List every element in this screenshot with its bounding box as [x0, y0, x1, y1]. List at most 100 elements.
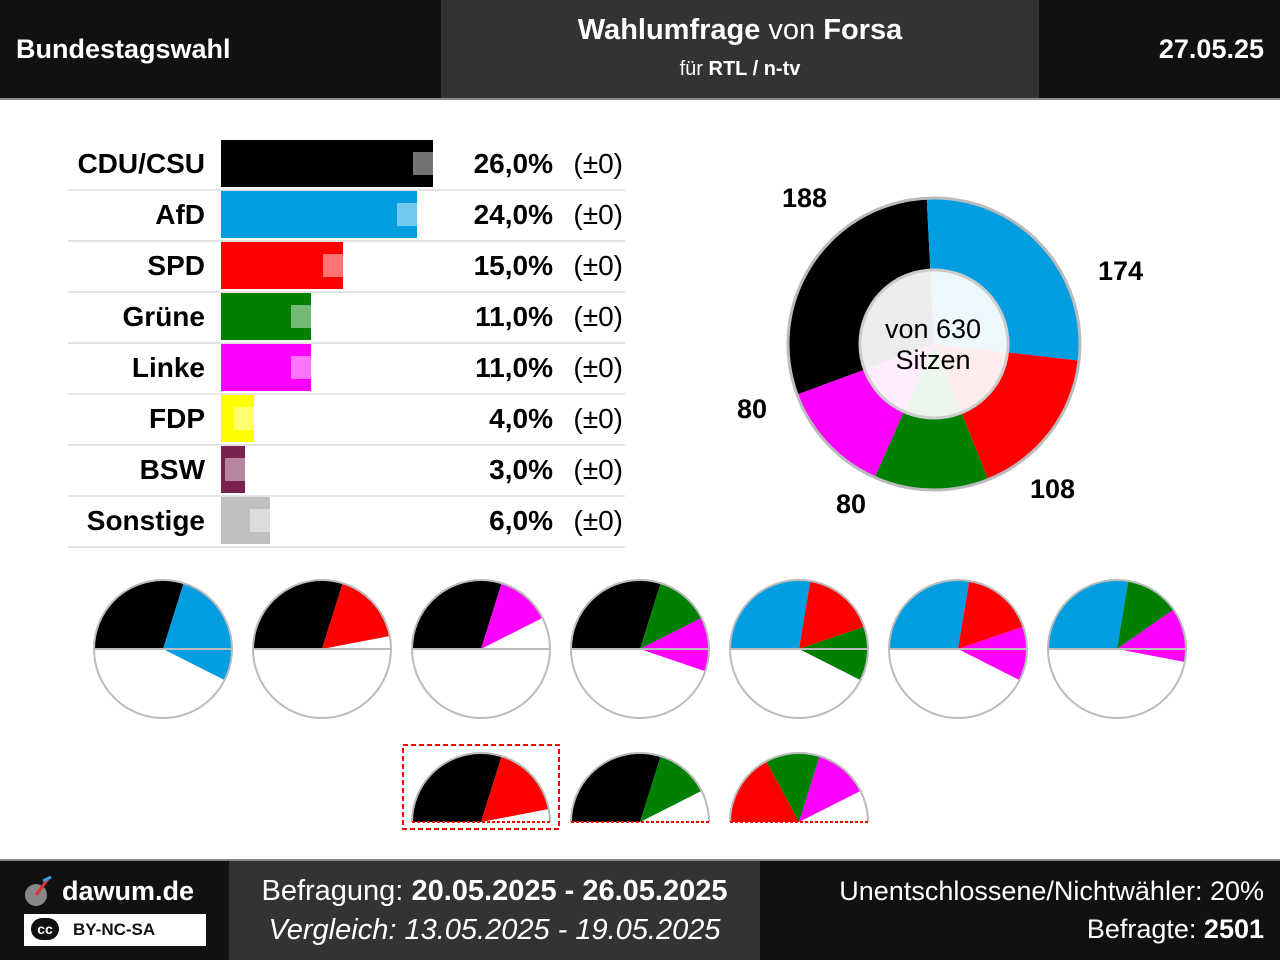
coalition-slice [1048, 580, 1129, 649]
coalition-chart [729, 579, 869, 719]
survey-period: Befragung: 20.05.2025 - 26.05.2025 [261, 875, 728, 907]
previous-value-marker [290, 356, 331, 379]
coalition-slice [1117, 580, 1174, 649]
dawum-logo-icon [25, 876, 52, 906]
previous-value-marker [323, 254, 364, 277]
party-row: SPD 15,0% (±0) [68, 240, 625, 293]
party-percentage: 3,0% [489, 454, 553, 485]
party-change: (±0) [573, 352, 623, 383]
party-bar [221, 242, 344, 289]
party-percentage: 15,0% [473, 250, 553, 281]
coalition-slice [481, 583, 543, 649]
coalition-slice [766, 753, 820, 822]
previous-value-marker [233, 407, 274, 430]
poll-title: Wahlumfrage von Forsa [577, 14, 903, 46]
party-change: (±0) [573, 148, 623, 179]
coalition-chart [888, 579, 1028, 719]
party-percentage: 11,0% [475, 352, 553, 383]
coalition-slice [253, 580, 343, 649]
brand-name: dawum.de [62, 876, 195, 906]
party-name: Linke [131, 352, 205, 383]
party-percentage: 4,0% [489, 403, 553, 434]
cc-icon: cc [31, 918, 59, 940]
party-row: CDU/CSU 26,0% (±0) [68, 138, 625, 191]
seat-donut-chart [786, 196, 1082, 492]
coalition-slice [640, 617, 709, 672]
poll-subtitle: für RTL / n-tv [679, 58, 801, 80]
party-name: AfD [155, 199, 205, 230]
coalition-outline [729, 752, 869, 823]
coalition-outline [570, 752, 710, 823]
seat-label-spd: 108 [1030, 474, 1076, 504]
coalition-slice [163, 583, 232, 681]
previous-value-marker [290, 305, 331, 328]
party-percentage: 26,0% [473, 148, 553, 179]
coalition-slice [571, 580, 661, 649]
seat-label-cducsu: 188 [782, 183, 828, 213]
coalition-chart [402, 744, 560, 830]
party-name: Sonstige [86, 505, 205, 536]
respondents-count: Befragte: 2501 [1086, 914, 1264, 944]
party-change: (±0) [573, 199, 623, 230]
party-name: Grüne [122, 301, 205, 332]
coalition-slice [799, 756, 861, 822]
coalition-chart [570, 752, 710, 823]
header-divider [0, 98, 1280, 100]
party-row: AfD 24,0% (±0) [68, 189, 625, 242]
coalition-slice [958, 626, 1027, 681]
footer-divider [0, 859, 1280, 861]
coalition-charts [93, 579, 1187, 830]
coalition-slice [412, 580, 502, 649]
seat-label-linke: 80 [737, 394, 768, 424]
party-change: (±0) [573, 454, 623, 485]
comparison-period: Vergleich: 13.05.2025 - 19.05.2025 [268, 914, 721, 946]
party-bar [221, 191, 417, 238]
party-bar [221, 140, 433, 187]
previous-value-marker [396, 203, 437, 226]
coalition-chart [252, 579, 392, 719]
coalition-slice [481, 756, 549, 822]
license-badge[interactable]: cc BY-NC-SA [24, 914, 206, 946]
party-row: BSW 3,0% (±0) [68, 444, 625, 497]
party-change: (±0) [573, 505, 623, 536]
coalition-chart [570, 579, 710, 719]
coalition-slice [730, 580, 811, 649]
party-name: SPD [147, 250, 205, 281]
coalition-slice [799, 626, 868, 681]
poll-date: 27.05.25 [1158, 34, 1264, 64]
coalition-slice [799, 580, 865, 649]
coalition-chart [729, 752, 869, 823]
party-change: (±0) [573, 250, 623, 281]
coalition-chart [1047, 579, 1187, 719]
party-row: FDP 4,0% (±0) [68, 393, 625, 446]
header-bar: Bundestagswahl Wahlumfrage von Forsa für… [0, 0, 1280, 98]
party-change: (±0) [573, 403, 623, 434]
previous-value-marker [412, 152, 453, 175]
party-change: (±0) [573, 301, 623, 332]
seat-label-gruene: 80 [836, 489, 867, 519]
poll-title-panel: Wahlumfrage von Forsa für RTL / n-tv [441, 0, 1039, 98]
seat-label-afd: 174 [1098, 256, 1144, 286]
party-name: BSW [139, 454, 205, 485]
party-row: Linke 11,0% (±0) [68, 342, 625, 395]
coalition-slice [412, 753, 502, 822]
party-name: CDU/CSU [77, 148, 205, 179]
party-name: FDP [149, 403, 205, 434]
donut-outline [786, 196, 1082, 492]
coalition-slice [93, 580, 184, 649]
previous-value-marker [225, 458, 266, 481]
donut-hole [858, 268, 1010, 420]
coalition-chart [93, 579, 233, 719]
party-percentage: 11,0% [475, 301, 553, 332]
party-row: Sonstige 6,0% (±0) [68, 495, 625, 548]
election-title: Bundestagswahl [16, 34, 231, 64]
previous-value-marker [249, 509, 290, 532]
coalition-slice [889, 580, 970, 649]
donut-center-label: von 630 Sitzen [884, 314, 982, 375]
party-percentage: 6,0% [489, 505, 553, 536]
coalition-slice [640, 756, 702, 822]
coalition-slice [640, 583, 702, 649]
coalition-chart [411, 579, 551, 719]
party-row: Grüne 11,0% (±0) [68, 291, 625, 344]
coalition-slice [571, 753, 661, 822]
